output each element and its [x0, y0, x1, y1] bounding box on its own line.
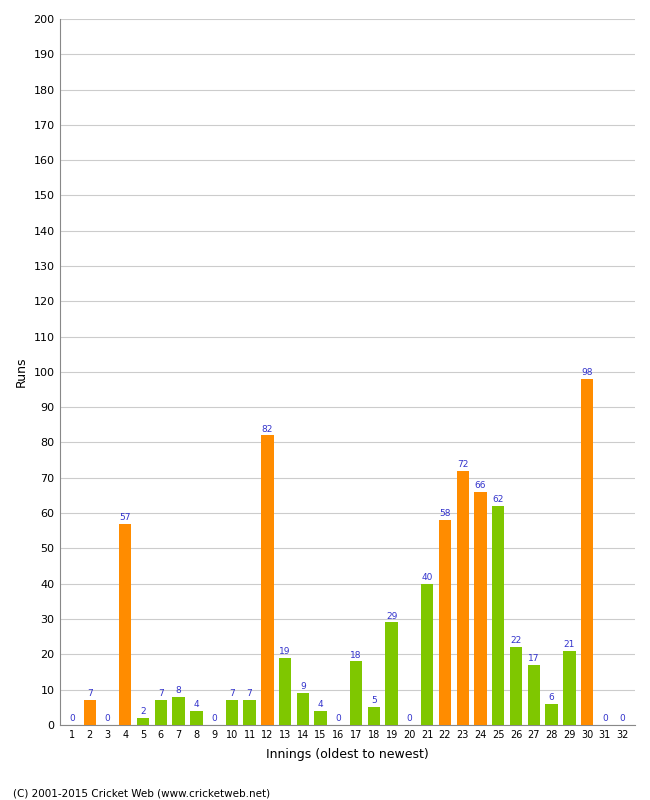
- Bar: [350, 662, 362, 725]
- Text: 98: 98: [581, 368, 593, 377]
- Text: 0: 0: [619, 714, 625, 723]
- Bar: [136, 718, 150, 725]
- Text: 4: 4: [194, 700, 199, 709]
- Text: 7: 7: [247, 690, 252, 698]
- Text: 0: 0: [211, 714, 217, 723]
- Text: 62: 62: [493, 495, 504, 504]
- Bar: [385, 622, 398, 725]
- Text: 29: 29: [386, 612, 397, 621]
- Bar: [563, 650, 575, 725]
- Bar: [119, 524, 131, 725]
- Text: 82: 82: [262, 425, 273, 434]
- Text: 0: 0: [105, 714, 111, 723]
- Text: 18: 18: [350, 650, 362, 659]
- Text: 72: 72: [457, 460, 469, 469]
- Bar: [545, 704, 558, 725]
- Text: 19: 19: [280, 647, 291, 656]
- Text: 8: 8: [176, 686, 181, 695]
- Text: 40: 40: [421, 573, 433, 582]
- Text: 0: 0: [406, 714, 412, 723]
- Text: 0: 0: [335, 714, 341, 723]
- Text: 2: 2: [140, 707, 146, 716]
- Text: 0: 0: [602, 714, 608, 723]
- Text: 22: 22: [510, 637, 522, 646]
- Bar: [421, 584, 434, 725]
- X-axis label: Innings (oldest to newest): Innings (oldest to newest): [266, 748, 428, 761]
- Bar: [510, 647, 522, 725]
- Bar: [439, 520, 451, 725]
- Bar: [226, 700, 238, 725]
- Bar: [528, 665, 540, 725]
- Bar: [315, 710, 327, 725]
- Bar: [296, 693, 309, 725]
- Text: 7: 7: [87, 690, 92, 698]
- Bar: [368, 707, 380, 725]
- Bar: [243, 700, 256, 725]
- Text: 58: 58: [439, 510, 450, 518]
- Text: 6: 6: [549, 693, 554, 702]
- Y-axis label: Runs: Runs: [15, 357, 28, 387]
- Text: 0: 0: [69, 714, 75, 723]
- Bar: [279, 658, 291, 725]
- Text: 21: 21: [564, 640, 575, 649]
- Bar: [581, 379, 593, 725]
- Text: 57: 57: [120, 513, 131, 522]
- Text: (C) 2001-2015 Cricket Web (www.cricketweb.net): (C) 2001-2015 Cricket Web (www.cricketwe…: [13, 788, 270, 798]
- Text: 66: 66: [474, 481, 486, 490]
- Bar: [190, 710, 203, 725]
- Text: 7: 7: [229, 690, 235, 698]
- Bar: [155, 700, 167, 725]
- Text: 17: 17: [528, 654, 540, 663]
- Bar: [456, 470, 469, 725]
- Bar: [83, 700, 96, 725]
- Text: 9: 9: [300, 682, 306, 691]
- Bar: [492, 506, 504, 725]
- Text: 5: 5: [371, 696, 377, 706]
- Bar: [261, 435, 274, 725]
- Bar: [474, 492, 487, 725]
- Text: 4: 4: [318, 700, 324, 709]
- Bar: [172, 697, 185, 725]
- Text: 7: 7: [158, 690, 164, 698]
